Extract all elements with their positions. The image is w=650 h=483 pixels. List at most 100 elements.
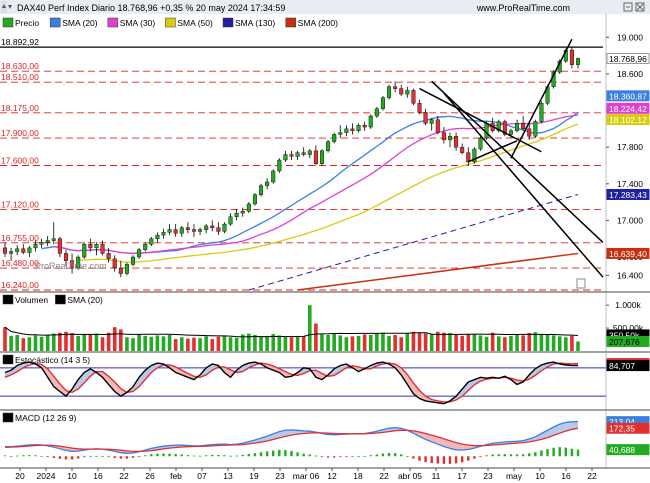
macd-histogram-bar	[58, 456, 62, 459]
macd-histogram-bar	[521, 454, 525, 457]
macd-histogram-bar	[375, 454, 379, 457]
macd-histogram-bar	[381, 453, 385, 457]
stoch-fill	[340, 364, 347, 372]
stoch-fill	[120, 388, 127, 397]
candle-body	[210, 225, 215, 228]
volume-bar	[490, 332, 495, 351]
volume-bar	[155, 335, 160, 351]
volume-bar	[3, 327, 7, 351]
candle-body	[222, 223, 227, 232]
x-tick-label: 07	[197, 471, 207, 481]
macd-histogram-bar	[528, 453, 531, 457]
macd-histogram-bar	[241, 454, 244, 457]
volume-bar	[33, 335, 38, 351]
candle-body	[362, 125, 367, 128]
macd-fill	[443, 438, 450, 449]
volume-bar	[125, 337, 129, 351]
volume-bar	[460, 335, 464, 351]
candle-body	[21, 248, 26, 253]
close-icon[interactable]	[635, 2, 645, 12]
stoch-value-tag-bg	[606, 360, 650, 372]
legend-swatch	[285, 17, 297, 28]
macd-histogram-bar	[64, 456, 68, 460]
candle-body	[9, 251, 14, 254]
x-tick-label: 23	[275, 471, 285, 481]
y-tick-label: 1.000k	[615, 300, 641, 310]
macd-histogram-bar	[125, 456, 129, 459]
volume-bar	[143, 335, 148, 351]
candle-body	[124, 264, 129, 274]
stoch-fill	[102, 371, 109, 385]
collapse-icon[interactable]	[623, 2, 633, 12]
price-value-tag: 16.639,40	[609, 249, 647, 259]
candle-body	[399, 88, 404, 95]
macd-histogram-bar	[363, 455, 366, 457]
candle-body	[259, 185, 264, 195]
volume-bar	[435, 331, 440, 351]
volume-bar	[131, 338, 135, 351]
volume-bar	[82, 334, 87, 351]
level-label: 18.892,92	[1, 37, 39, 47]
candle-body	[252, 194, 257, 205]
volume-bar	[375, 333, 379, 351]
macd-histogram-bar	[418, 456, 421, 461]
volume-bar	[301, 336, 306, 351]
macd-histogram-bar	[460, 456, 464, 463]
volume-bar	[21, 338, 26, 351]
macd-histogram-bar	[192, 455, 196, 457]
macd-histogram-bar	[369, 455, 372, 457]
candle-body	[246, 203, 251, 212]
level-label: 18.175,00	[1, 103, 39, 113]
site-label: www.ProRealTime.com	[476, 3, 570, 13]
volume-bar	[198, 338, 202, 351]
macd-value-tag-bg	[606, 444, 650, 456]
stoch-fill	[145, 365, 152, 380]
macd-value-tag: 40,688	[609, 445, 635, 455]
macd-histogram-bar	[150, 454, 153, 457]
volume-bar	[216, 336, 221, 351]
legend-swatch	[107, 17, 119, 28]
level-label: 16.755,00	[1, 233, 39, 243]
macd-histogram-bar	[436, 456, 439, 464]
price-value-tag: 18.360,87	[609, 91, 647, 101]
macd-histogram-bar	[576, 449, 580, 457]
x-tick-label: 16	[561, 471, 571, 481]
stoch-bg	[0, 352, 650, 410]
volume-bar	[399, 337, 404, 351]
y-tick-label: 500,00k	[613, 323, 644, 333]
macd-histogram-bar	[534, 452, 537, 457]
volume-bar	[368, 334, 373, 351]
x-tick-label: abr 05	[398, 471, 422, 481]
macd-histogram-bar	[83, 456, 86, 458]
x-tick-label: mar 06	[293, 471, 320, 481]
candle-body	[332, 134, 337, 142]
legend-swatch	[222, 17, 234, 28]
macd-value-tag-bg	[606, 422, 650, 434]
legend-swatch	[2, 294, 14, 305]
macd-histogram-bar	[345, 456, 348, 458]
macd-histogram-bar	[113, 456, 116, 459]
volume-bar	[259, 336, 263, 351]
down-arrow-icon[interactable]	[8, 5, 12, 9]
candle-body	[454, 135, 459, 148]
volume-bar	[484, 336, 489, 351]
volume-bar	[314, 323, 318, 351]
macd-histogram-bar	[95, 455, 98, 457]
macd-histogram-bar	[265, 451, 269, 457]
candle-body	[460, 146, 465, 153]
candle-body	[295, 152, 300, 157]
candle-body	[234, 212, 239, 217]
macd-histogram-bar	[570, 448, 574, 457]
price-value-tag: 18.224,42	[609, 104, 647, 114]
macd-histogram-bar	[156, 453, 159, 457]
up-arrow-icon[interactable]	[1, 1, 7, 13]
candle-body	[155, 234, 160, 239]
stoch-fill	[529, 368, 536, 380]
macd-histogram-bar	[558, 447, 561, 457]
volume-bar	[179, 337, 184, 351]
stoch-fill	[206, 364, 213, 375]
macd-value-tag: 213,04	[609, 417, 635, 427]
stoch-fill	[407, 374, 414, 394]
volume-bar	[265, 335, 269, 351]
legend-swatch	[2, 412, 14, 423]
